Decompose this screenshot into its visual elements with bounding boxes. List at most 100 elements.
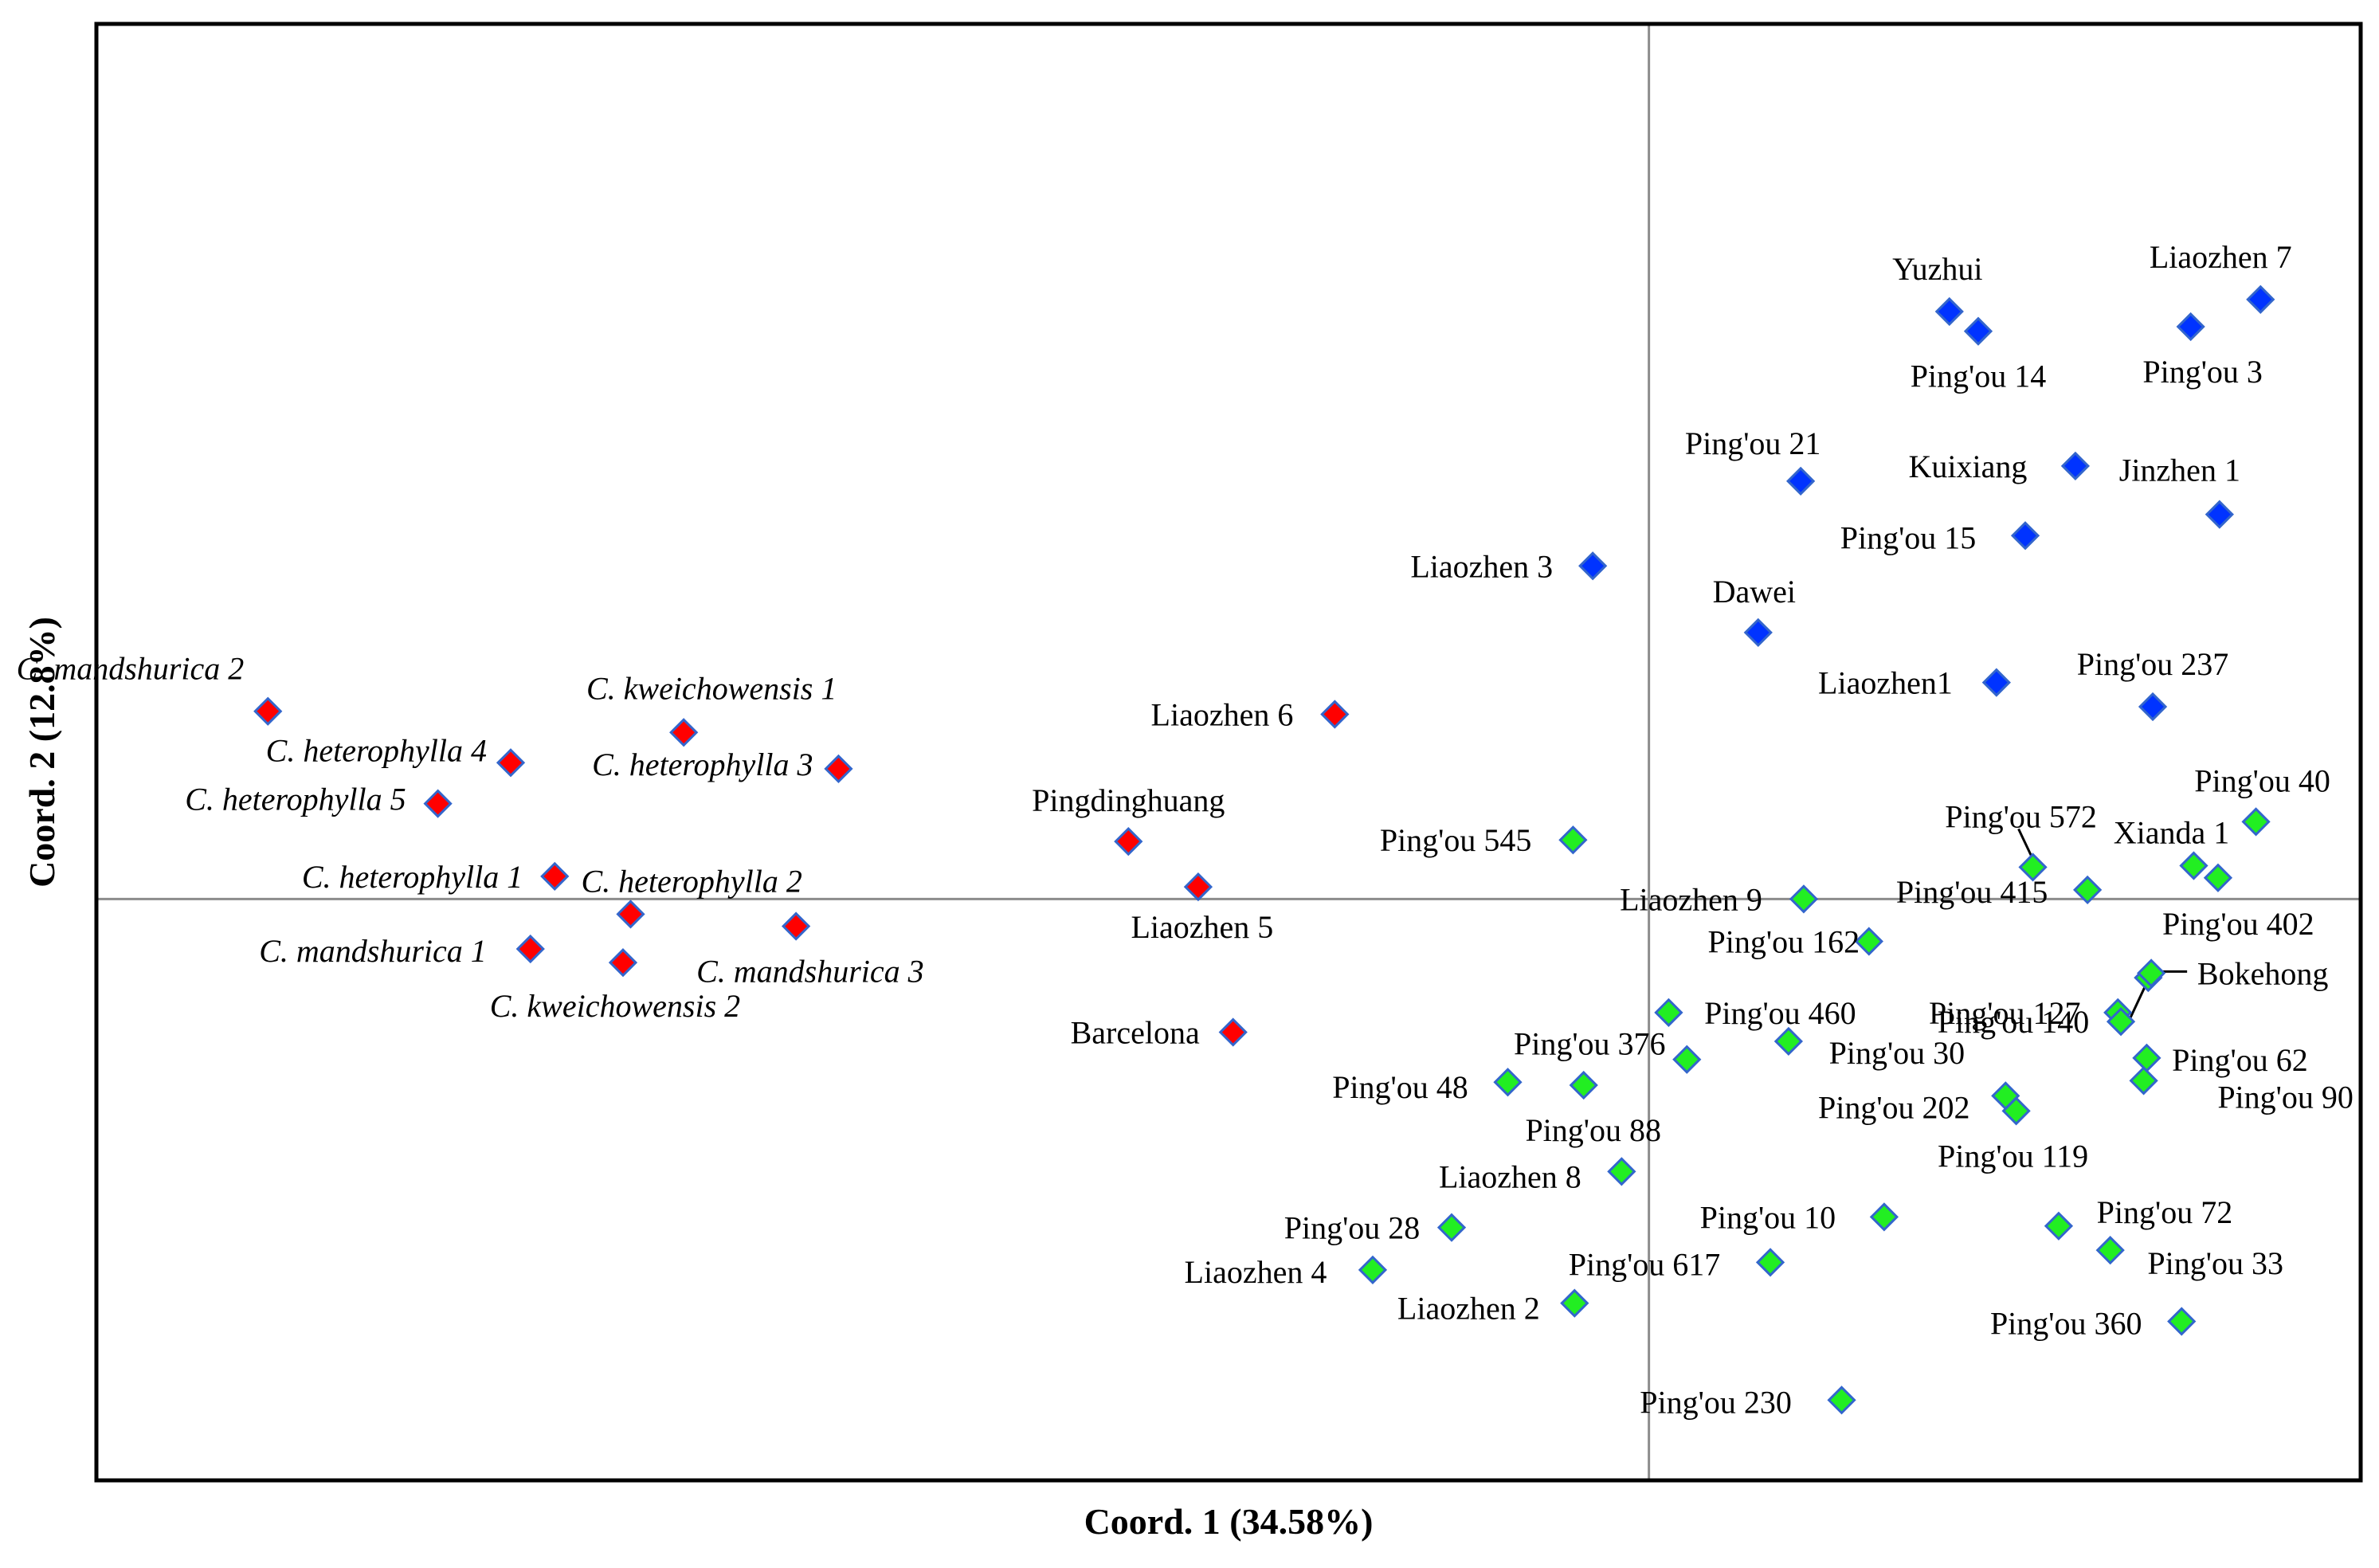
data-point-c-kweichowensis-2 <box>608 948 638 978</box>
data-markers <box>253 284 2275 1415</box>
point-label: C. mandshurica 1 <box>259 933 487 969</box>
point-label: Ping'ou 617 <box>1569 1246 1721 1282</box>
data-point-ping-ou-48 <box>1493 1068 1523 1097</box>
point-label: Ping'ou 3 <box>2142 354 2263 390</box>
point-label: Liaozhen 7 <box>2150 239 2292 275</box>
point-label: Liaozhen 8 <box>1439 1158 1581 1194</box>
data-point-ping-ou-14 <box>1963 316 1993 346</box>
point-label: C. heterophylla 5 <box>185 782 406 817</box>
data-point-ping-ou-140 <box>2106 1007 2136 1037</box>
point-label: Jinzhen 1 <box>2119 453 2240 488</box>
data-point-c-heterophylla-2 <box>616 900 645 929</box>
point-label: Ping'ou 21 <box>1685 425 1821 461</box>
data-point-ping-ou-88 <box>1569 1070 1598 1100</box>
point-label: Ping'ou 90 <box>2217 1079 2354 1115</box>
point-label: C. heterophylla 1 <box>302 859 523 895</box>
data-point-liaozhen-7 <box>2246 284 2275 314</box>
data-point-ping-ou-33 <box>2095 1236 2125 1265</box>
data-point-ping-ou-28 <box>1436 1213 1467 1242</box>
point-label: Dawei <box>1713 574 1796 610</box>
data-point-ping-ou-376 <box>1672 1045 1702 1074</box>
leader-line <box>2017 828 2034 860</box>
data-point-ping-ou-617 <box>1755 1248 1785 1277</box>
zero-lines <box>96 24 2361 1480</box>
data-point-liaozhen-5 <box>1183 872 1213 902</box>
x-axis-title: Coord. 1 (34.58%) <box>1084 1501 1374 1542</box>
data-point-c-mandshurica-2 <box>253 696 283 726</box>
point-label: C. mandshurica 3 <box>696 954 924 990</box>
point-label: Ping'ou 119 <box>1938 1138 2088 1174</box>
data-point-ping-ou-119 <box>2001 1096 2031 1126</box>
data-point-ping-ou-460 <box>1654 998 1683 1027</box>
point-label: Ping'ou 572 <box>1945 798 2097 834</box>
point-label: C. heterophylla 4 <box>266 732 487 768</box>
point-label: Liaozhen 9 <box>1620 881 1762 917</box>
data-point-ping-ou-30 <box>1773 1026 1804 1056</box>
point-label: Ping'ou 88 <box>1525 1112 1661 1148</box>
data-point-ping-ou-237 <box>2138 692 2168 722</box>
point-label: Ping'ou 15 <box>1840 519 1977 555</box>
data-point-liaozhen-9 <box>1789 884 1819 914</box>
point-label: C. heterophylla 3 <box>592 747 813 782</box>
data-point-kuixiang <box>2060 451 2091 480</box>
data-point-ping-ou-545 <box>1558 825 1588 855</box>
data-point-barcelona <box>1218 1017 1248 1047</box>
point-label: Ping'ou 237 <box>2077 646 2229 682</box>
data-point-c-mandshurica-3 <box>782 911 811 941</box>
data-point-ping-ou-572 <box>2018 853 2048 882</box>
point-label: Ping'ou 376 <box>1514 1026 1666 1062</box>
data-point-ping-ou-3 <box>2176 312 2205 342</box>
data-point-ping-ou-162 <box>1854 927 1883 956</box>
data-point-bokehong <box>2137 958 2166 988</box>
point-label: Liaozhen 2 <box>1397 1291 1540 1327</box>
point-label: Xianda 1 <box>2114 815 2230 851</box>
point-label: Ping'ou 202 <box>1818 1089 1970 1125</box>
point-label: Ping'ou 72 <box>2097 1194 2233 1230</box>
point-label: Ping'ou 127 <box>1929 995 2081 1031</box>
data-point-c-heterophylla-1 <box>540 861 570 891</box>
data-point-unlabeled <box>2203 863 2233 892</box>
data-point-ping-ou-40 <box>2241 807 2271 837</box>
point-label: Ping'ou 460 <box>1704 995 1856 1031</box>
point-label: Liaozhen 3 <box>1410 548 1553 584</box>
plot-frame <box>94 22 2363 1483</box>
point-label: Ping'ou 14 <box>1911 359 2047 394</box>
data-point-c-mandshurica-1 <box>515 934 545 964</box>
point-label: Ping'ou 140 <box>1938 1004 2090 1040</box>
y-axis-title: Coord. 2 (12.8%) <box>22 617 62 888</box>
point-label: C. kweichowensis 1 <box>586 670 837 706</box>
data-point-liaozhen-3 <box>1578 551 1608 581</box>
data-point-ping-ou-62 <box>2132 1043 2161 1072</box>
point-label: Liaozhen1 <box>1818 665 1953 701</box>
point-label: Ping'ou 162 <box>1708 924 1860 960</box>
point-label: Ping'ou 230 <box>1640 1384 1792 1420</box>
point-label: Ping'ou 33 <box>2147 1245 2283 1281</box>
point-label: Ping'ou 402 <box>2162 906 2314 942</box>
point-label: Yuzhui <box>1892 251 1982 287</box>
data-point-liaozhen-2 <box>1560 1288 1589 1318</box>
data-point-jinzhen-1 <box>2205 500 2234 529</box>
point-label: Ping'ou 10 <box>1700 1199 1836 1235</box>
point-label: Liaozhen 5 <box>1131 909 1273 945</box>
data-point-yuzhui <box>1934 296 1964 327</box>
data-point-ping-ou-90 <box>2129 1066 2158 1096</box>
point-label: Ping'ou 30 <box>1829 1035 1966 1071</box>
data-point-ping-ou-21 <box>1785 466 1816 496</box>
data-point-ping-ou-10 <box>1869 1202 1899 1232</box>
data-point-dawei <box>1743 617 1773 648</box>
point-label: Ping'ou 40 <box>2194 762 2330 798</box>
data-point-ping-ou-230 <box>1827 1386 1856 1415</box>
data-point-liaozhen-6 <box>1320 700 1350 729</box>
data-point-liaozhen-8 <box>1607 1157 1636 1186</box>
point-label: Liaozhen 6 <box>1151 696 1294 732</box>
point-label: C. kweichowensis 2 <box>490 988 740 1024</box>
point-label: Kuixiang <box>1908 449 2027 484</box>
point-label: Pingdinghuang <box>1032 782 1225 818</box>
data-point-c-heterophylla-5 <box>423 789 453 818</box>
data-point-ping-ou-15 <box>2010 521 2040 551</box>
data-point-xianda-1 <box>2179 851 2209 880</box>
data-point-liaozhen1 <box>1981 668 2011 697</box>
point-label: Barcelona <box>1071 1015 1200 1051</box>
data-point-ping-ou-72 <box>2044 1211 2074 1241</box>
